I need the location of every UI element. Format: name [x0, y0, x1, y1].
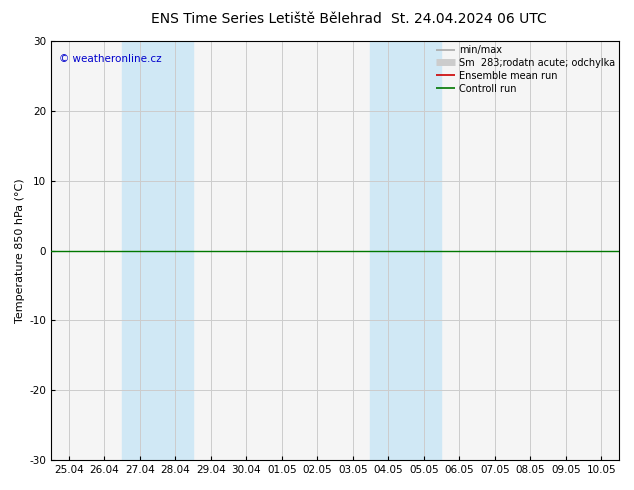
- Bar: [370, 41, 441, 460]
- Text: © weatheronline.cz: © weatheronline.cz: [60, 53, 162, 64]
- Text: St. 24.04.2024 06 UTC: St. 24.04.2024 06 UTC: [391, 12, 547, 26]
- Legend: min/max, Sm  283;rodatn acute; odchylka, Ensemble mean run, Controll run: min/max, Sm 283;rodatn acute; odchylka, …: [434, 43, 617, 96]
- Text: ENS Time Series Letiště Bělehrad: ENS Time Series Letiště Bělehrad: [151, 12, 382, 26]
- Bar: [122, 41, 193, 460]
- Y-axis label: Temperature 850 hPa (°C): Temperature 850 hPa (°C): [15, 178, 25, 323]
